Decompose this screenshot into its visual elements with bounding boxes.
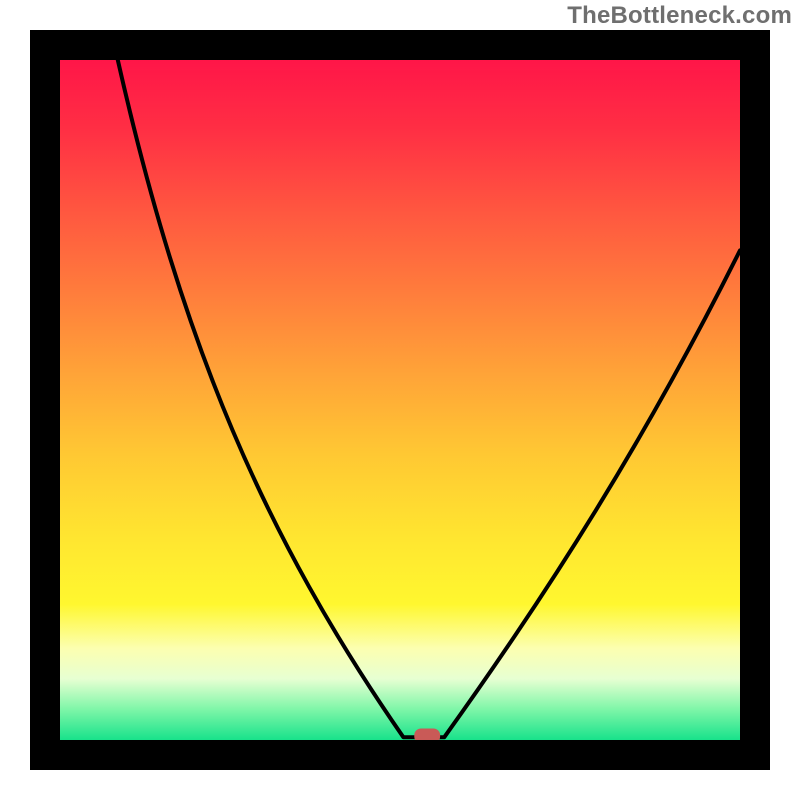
watermark-text: TheBottleneck.com xyxy=(567,2,792,30)
chart-svg xyxy=(0,0,800,800)
chart-stage: TheBottleneck.com xyxy=(0,0,800,800)
plot-background xyxy=(60,60,740,740)
